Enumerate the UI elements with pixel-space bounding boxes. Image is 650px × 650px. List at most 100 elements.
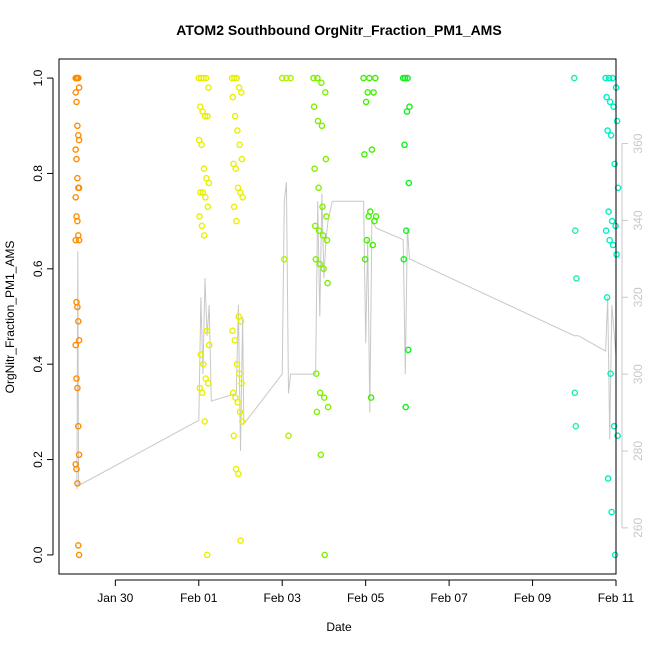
- data-point: [202, 375, 209, 382]
- data-point: [318, 122, 326, 130]
- data-point: [231, 112, 239, 120]
- data-point: [74, 217, 81, 225]
- data-point: [200, 165, 208, 172]
- secondary-y-tick-label: 320: [631, 287, 645, 307]
- y-tick-label: 0.0: [31, 546, 45, 563]
- data-point: [75, 551, 83, 559]
- data-point: [72, 146, 79, 153]
- data-point: [237, 537, 244, 544]
- data-point: [201, 112, 209, 120]
- data-point: [75, 422, 82, 430]
- data-point: [75, 317, 82, 325]
- data-point: [235, 370, 243, 378]
- data-point: [234, 398, 241, 406]
- data-point: [321, 551, 329, 559]
- data-point: [605, 74, 613, 82]
- data-point: [402, 403, 410, 411]
- data-point: [323, 236, 331, 244]
- data-point: [197, 189, 204, 196]
- data-point: [365, 213, 372, 220]
- data-point: [367, 394, 375, 401]
- data-point: [239, 193, 246, 201]
- data-point: [363, 236, 371, 244]
- data-point: [603, 93, 610, 101]
- data-point: [203, 327, 211, 335]
- data-point: [203, 551, 211, 559]
- data-point: [200, 74, 207, 82]
- x-tick-label: Feb 05: [347, 591, 385, 605]
- data-point: [313, 408, 321, 416]
- data-point: [283, 74, 290, 82]
- data-point: [75, 84, 83, 91]
- series-group: [602, 74, 622, 559]
- data-point: [602, 74, 609, 82]
- data-point: [369, 241, 377, 249]
- data-point: [315, 227, 323, 234]
- y-tick-label: 0.2: [31, 451, 45, 468]
- data-point: [72, 89, 79, 96]
- series-group: [310, 74, 332, 559]
- data-point: [401, 141, 408, 149]
- data-point: [610, 422, 618, 430]
- data-point: [362, 98, 370, 106]
- data-point: [205, 341, 213, 349]
- x-tick-label: Jan 30: [97, 591, 133, 605]
- data-point: [234, 470, 242, 478]
- data-point: [205, 179, 213, 187]
- series-group: [278, 74, 294, 440]
- x-tick-label: Feb 01: [180, 591, 218, 605]
- data-point: [404, 346, 412, 354]
- x-tick-label: Feb 09: [514, 591, 552, 605]
- data-point: [571, 389, 579, 397]
- data-point: [403, 108, 411, 115]
- secondary-y-tick-label: 340: [631, 210, 645, 230]
- data-point: [285, 432, 292, 440]
- data-point: [319, 232, 327, 239]
- data-point: [604, 475, 612, 482]
- altitude-track-layer: [76, 181, 617, 490]
- data-point: [316, 260, 324, 268]
- data-point: [611, 160, 618, 168]
- data-point: [238, 155, 246, 163]
- data-point: [205, 84, 212, 91]
- secondary-y-tick-label: 260: [631, 518, 645, 538]
- data-point: [238, 418, 246, 425]
- data-point: [204, 203, 212, 211]
- data-point: [72, 193, 79, 201]
- data-point: [75, 451, 83, 459]
- data-point: [200, 232, 208, 239]
- x-tick-label: Feb 07: [430, 591, 468, 605]
- data-point: [315, 184, 322, 192]
- data-point: [73, 155, 80, 163]
- data-point: [400, 255, 408, 263]
- data-point: [202, 74, 210, 82]
- y-tick-label: 0.4: [31, 356, 45, 373]
- secondary-y-tick-label: 280: [631, 441, 645, 461]
- data-point: [324, 279, 331, 287]
- data-point: [199, 189, 207, 196]
- data-point: [231, 336, 239, 344]
- secondary-y-tick-label: 360: [631, 133, 645, 153]
- series-group: [72, 74, 83, 559]
- data-point: [312, 255, 320, 263]
- data-point: [233, 74, 240, 82]
- data-point: [312, 370, 320, 378]
- data-point: [74, 384, 81, 392]
- series-group: [571, 74, 580, 430]
- data-point: [614, 432, 621, 440]
- data-point: [231, 74, 238, 82]
- data-point: [73, 98, 80, 106]
- data-point: [75, 136, 83, 144]
- data-point: [310, 103, 318, 110]
- secondary-y-tick-label: 300: [631, 364, 645, 384]
- y-tick-label: 0.8: [31, 165, 45, 182]
- data-point: [318, 79, 325, 87]
- data-point: [74, 174, 81, 182]
- data-point: [230, 432, 238, 440]
- data-point: [311, 165, 318, 172]
- data-point: [287, 74, 294, 82]
- data-point: [73, 465, 80, 473]
- data-point: [405, 179, 413, 187]
- data-point: [233, 360, 241, 368]
